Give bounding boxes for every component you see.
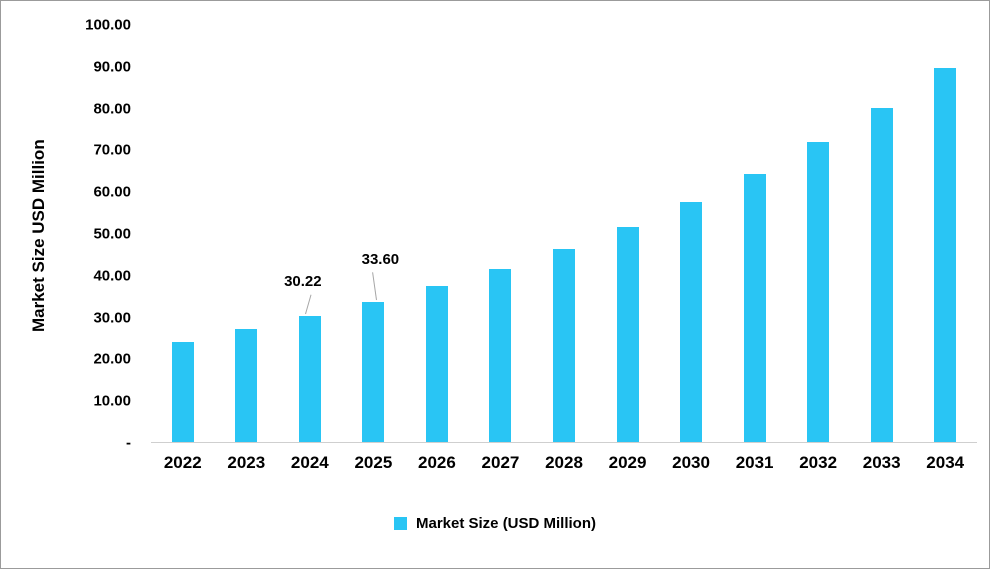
leader-line xyxy=(304,294,312,315)
x-axis-ticks: 2022 2023 2024 2025 2026 2027 2028 2029 2030 2031… xyxy=(151,453,977,479)
x-tick-2031: 2031 xyxy=(735,453,774,472)
bar-2032 xyxy=(807,142,830,442)
y-axis-ticks: 100.00 90.00 80.00 70.00 60.00 50.00 40.00 30.0… xyxy=(1,17,141,452)
plot-area: 30.22 33.60 xyxy=(151,25,977,443)
bar-2034 xyxy=(934,67,957,442)
data-label-2024: 30.22 xyxy=(284,272,322,290)
y-tick: 60.00 xyxy=(93,183,131,201)
leader-line xyxy=(372,272,378,300)
x-tick-2025: 2025 xyxy=(354,453,393,472)
data-label-2025: 33.60 xyxy=(361,250,400,268)
y-tick: 70.00 xyxy=(93,141,131,159)
legend: Market Size (USD Million) xyxy=(1,515,989,532)
y-tick: 40.00 xyxy=(93,267,131,285)
y-tick: 100.00 xyxy=(85,16,131,34)
x-tick-2027: 2027 xyxy=(481,453,520,472)
x-tick-2033: 2033 xyxy=(862,453,901,472)
bar-2027 xyxy=(489,268,512,442)
x-tick-2034: 2034 xyxy=(926,453,965,472)
bar-2022 xyxy=(171,341,194,442)
y-tick: 30.00 xyxy=(93,309,131,327)
bar-2028 xyxy=(553,248,575,442)
x-tick-2032: 2032 xyxy=(799,453,838,472)
bar-2024 xyxy=(298,315,321,442)
bar-2026 xyxy=(425,285,448,442)
bar-2029 xyxy=(616,227,639,442)
bar-2033 xyxy=(870,107,893,442)
x-tick-2026: 2026 xyxy=(418,453,456,472)
legend-swatch-icon xyxy=(393,517,407,530)
y-tick: - xyxy=(126,434,131,452)
x-tick-2029: 2029 xyxy=(608,453,647,472)
y-tick: 80.00 xyxy=(93,100,131,118)
bar-2031 xyxy=(743,174,766,442)
bar-2025 xyxy=(362,301,385,442)
y-tick: 10.00 xyxy=(93,392,131,410)
x-tick-2030: 2030 xyxy=(672,453,710,472)
y-tick: 90.00 xyxy=(93,58,131,76)
y-tick: 50.00 xyxy=(93,225,131,243)
bar-2030 xyxy=(680,202,703,442)
x-tick-2024: 2024 xyxy=(290,453,329,472)
y-tick: 20.00 xyxy=(93,350,131,368)
x-tick-2022: 2022 xyxy=(163,453,202,472)
x-tick-2023: 2023 xyxy=(227,453,266,472)
bar-2023 xyxy=(235,328,258,442)
legend-label: Market Size (USD Million) xyxy=(415,515,597,532)
x-tick-2028: 2028 xyxy=(545,453,583,472)
